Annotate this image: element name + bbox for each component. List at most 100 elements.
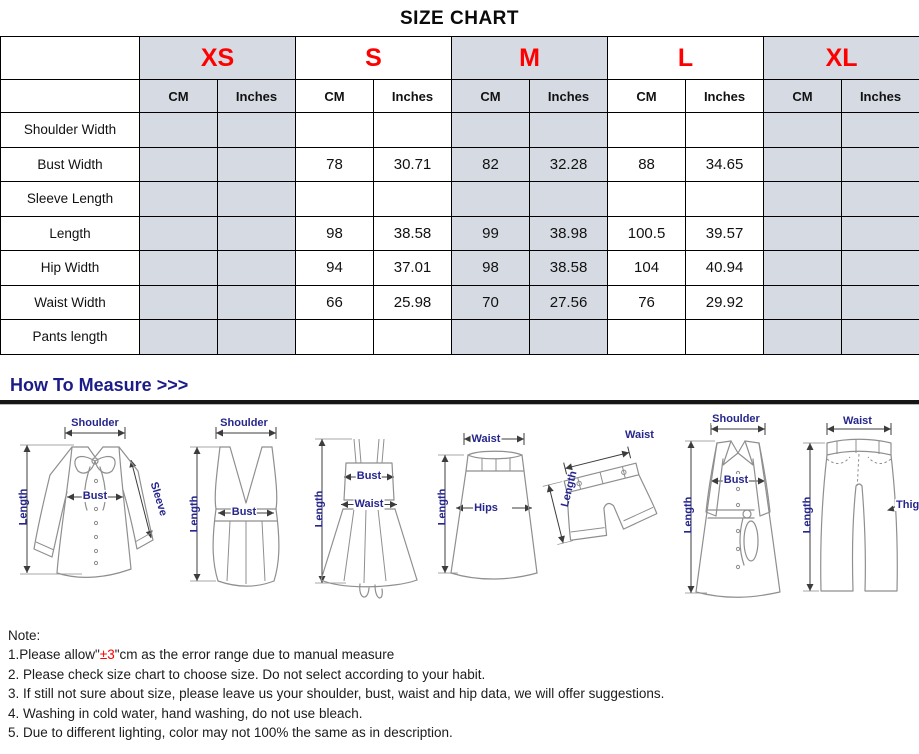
value-cell (607, 181, 687, 217)
value-cell (841, 250, 919, 286)
value-cell (607, 319, 687, 355)
value-cell (763, 319, 843, 355)
coat-drawing (685, 422, 781, 598)
table-row: Waist Width 66 25.98 70 27.56 76 29.92 (0, 284, 919, 320)
value-cell (139, 319, 218, 355)
jeans-thigh-label: Thigh (895, 498, 919, 511)
unit-header-m-cm: CM (451, 79, 531, 113)
diagram-jeans: Waist Thigh Length (795, 413, 919, 609)
row-label: Hip Width (0, 250, 140, 286)
blouse-length-label: Length (17, 488, 30, 525)
value-cell (763, 215, 843, 251)
unit-header-l-cm: CM (607, 79, 687, 113)
size-header-xs: XS (138, 36, 297, 80)
value-cell (139, 215, 218, 251)
value-cell (529, 319, 609, 355)
corner-cell-2 (0, 79, 140, 113)
value-cell: 32.28 (529, 146, 609, 182)
unit-header-xs-cm: CM (139, 79, 218, 113)
row-label: Length (0, 215, 140, 251)
size-header-l: L (607, 36, 765, 80)
note-line: 1.Please allow"±3"cm as the error range … (8, 645, 919, 665)
value-cell: 27.56 (529, 284, 609, 320)
coat-bust-label: Bust (722, 473, 750, 486)
note-text: 1.Please allow" (8, 647, 100, 662)
measure-diagrams: Shoulder Length Bust Sleeve (0, 405, 919, 613)
value-cell (295, 181, 375, 217)
size-header-xl: XL (763, 36, 919, 80)
unit-header-xs-inches: Inches (216, 79, 297, 113)
value-cell (763, 250, 843, 286)
note-line: 2. Please check size chart to choose siz… (8, 665, 919, 685)
value-cell (216, 250, 297, 286)
note-text: 4. Washing in cold water, hand washing, … (8, 705, 363, 721)
value-cell (841, 215, 919, 251)
unit-header-s-cm: CM (295, 79, 375, 113)
corner-cell (0, 36, 140, 80)
coat-shoulder-label: Shoulder (711, 412, 761, 425)
value-cell: 98 (295, 215, 375, 251)
coat-length-label: Length (682, 496, 695, 533)
value-cell: 98 (451, 250, 531, 286)
value-cell (451, 319, 531, 355)
value-cell: 88 (607, 146, 687, 182)
blouse-shoulder-label: Shoulder (70, 416, 120, 429)
dress-length-label: Length (313, 490, 326, 527)
value-cell (451, 112, 531, 148)
size-header-m: M (451, 36, 609, 80)
diagram-blouse: Shoulder Length Bust Sleeve (10, 413, 180, 609)
jeans-waist-label: Waist (842, 414, 873, 427)
blouse-bust-label: Bust (81, 489, 109, 502)
blouse-drawing (20, 426, 154, 578)
row-label: Pants length (0, 319, 140, 355)
value-cell (216, 146, 297, 182)
value-cell (216, 112, 297, 148)
value-cell: 94 (295, 250, 375, 286)
value-cell (139, 250, 218, 286)
value-cell (841, 319, 919, 355)
vest-length-label: Length (188, 495, 201, 532)
how-to-measure-heading: How To Measure >>> (10, 374, 189, 395)
jeans-length-label: Length (801, 496, 814, 533)
row-label: Waist Width (0, 284, 140, 320)
diagram-skirt: Waist Hips Length (430, 413, 542, 609)
value-cell (139, 112, 218, 148)
value-cell (373, 319, 453, 355)
value-cell (841, 146, 919, 182)
unit-header-l-inches: Inches (685, 79, 765, 113)
unit-header-row: CM Inches CM Inches CM Inches CM Inches CM Inches (0, 79, 919, 113)
value-cell: 25.98 (373, 284, 453, 320)
value-cell (685, 181, 765, 217)
row-label: Shoulder Width (0, 112, 140, 148)
size-chart-table: XS S M L XL CM Inches CM Inches CM Inches CM Inches… (0, 36, 919, 355)
value-cell (373, 181, 453, 217)
value-cell: 30.71 (373, 146, 453, 182)
note-text: 2. Please check size chart to choose siz… (8, 666, 486, 682)
diagram-coat: Shoulder Bust Length (677, 412, 795, 609)
value-cell (685, 319, 765, 355)
value-cell: 38.58 (529, 250, 609, 286)
vest-shoulder-label: Shoulder (219, 416, 269, 429)
page-title: SIZE CHART (400, 8, 519, 29)
value-cell (763, 284, 843, 320)
value-cell: 104 (607, 250, 687, 286)
value-cell (529, 181, 609, 217)
value-cell (763, 112, 843, 148)
diagram-dress: Bust Waist Length (308, 413, 430, 609)
value-cell (216, 319, 297, 355)
value-cell (139, 181, 218, 217)
dress-waist-label: Waist (353, 497, 385, 510)
value-cell: 39.57 (685, 215, 765, 251)
value-cell: 34.65 (685, 146, 765, 182)
table-row: Hip Width 94 37.01 98 38.58 104 40.94 (0, 250, 919, 286)
value-cell (685, 112, 765, 148)
value-cell: 82 (451, 146, 531, 182)
value-cell: 70 (451, 284, 531, 320)
note-text: "cm as the error range due to manual mea… (114, 647, 395, 662)
value-cell: 29.92 (685, 284, 765, 320)
value-cell (841, 112, 919, 148)
value-cell (763, 146, 843, 182)
value-cell (216, 181, 297, 217)
value-cell (295, 112, 375, 148)
value-cell: 66 (295, 284, 375, 320)
